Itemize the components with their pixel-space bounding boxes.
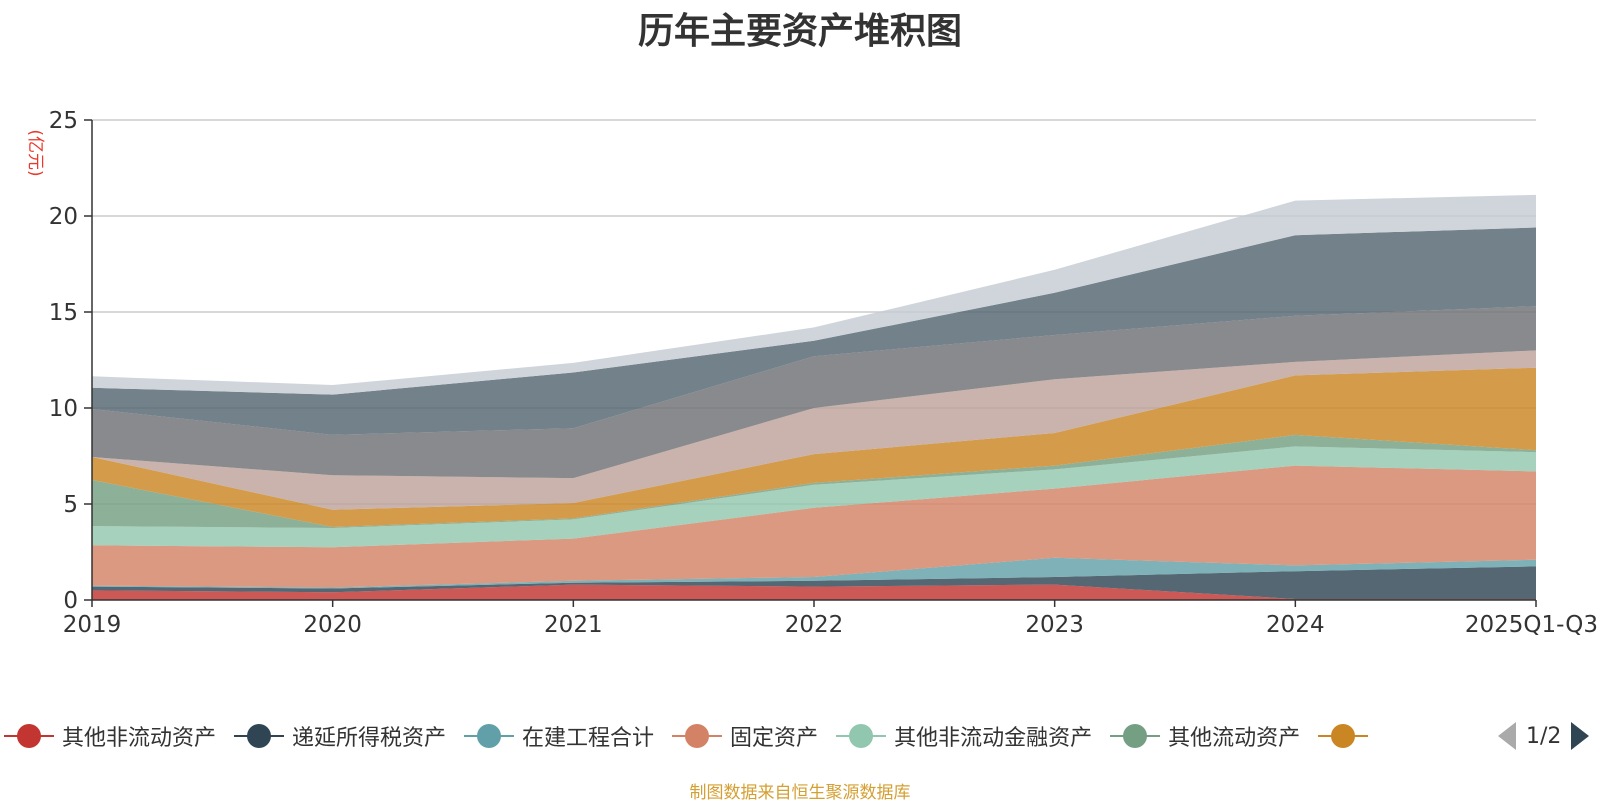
legend-swatch-icon — [672, 724, 723, 748]
y-tick-label: 10 — [49, 396, 78, 422]
legend-swatch-icon — [836, 724, 887, 748]
y-axis-unit-label: (亿元) — [25, 129, 45, 176]
legend-item[interactable] — [1318, 724, 1369, 748]
area-series-9[interactable] — [92, 227, 1536, 435]
y-tick-label: 25 — [49, 108, 78, 134]
area-series-1[interactable] — [92, 566, 1536, 599]
area-series-0[interactable] — [92, 584, 1536, 600]
y-tick-label: 15 — [49, 300, 78, 326]
legend-swatch-icon — [464, 724, 515, 748]
area-series-7[interactable] — [92, 350, 1536, 510]
chart-title: 历年主要资产堆积图 — [637, 11, 962, 52]
legend: 其他非流动资产 递延所得税资产 在建工程合计 固定资产 其他非流动金融资产 其他流动资产 — [0, 716, 1600, 756]
legend-pager: 1/2 — [1498, 716, 1590, 756]
x-tick-label: 2025Q1-Q3 — [1465, 612, 1598, 638]
area-series-2[interactable] — [92, 557, 1536, 589]
area-series — [92, 194, 1536, 600]
legend-item[interactable]: 递延所得税资产 — [234, 720, 446, 752]
axes: 0 5 10 15 20 25 2019 2020 2021 2022 2023 2024 2025Q1… — [49, 108, 1598, 638]
x-tick-label: 2024 — [1266, 612, 1325, 638]
area-series-3[interactable] — [92, 465, 1536, 588]
x-tick-label: 2023 — [1025, 612, 1084, 638]
legend-item[interactable]: 在建工程合计 — [464, 720, 654, 752]
legend-prev-page-icon[interactable] — [1498, 722, 1516, 750]
x-tick-label: 2020 — [303, 612, 362, 638]
legend-swatch-icon — [234, 724, 285, 748]
area-series-10[interactable] — [92, 194, 1536, 395]
legend-label: 在建工程合计 — [522, 726, 655, 751]
legend-page-indicator: 1/2 — [1526, 723, 1562, 749]
legend-label: 其他非流动资产 — [62, 726, 217, 751]
y-tick-label: 20 — [49, 204, 78, 230]
legend-next-page-icon[interactable] — [1571, 722, 1590, 750]
legend-label: 其他非流动金融资产 — [894, 726, 1093, 751]
area-series-6[interactable] — [92, 367, 1536, 527]
x-tick-label: 2021 — [544, 612, 603, 638]
stacked-area-chart: 0 5 10 15 20 25 2019 2020 2021 2022 2023 2024 2025Q1… — [25, 108, 1598, 638]
area-series-8[interactable] — [92, 306, 1536, 479]
legend-swatch-icon — [1318, 724, 1369, 748]
x-tick-label: 2019 — [63, 612, 122, 638]
legend-item[interactable]: 其他非流动资产 — [4, 720, 216, 752]
legend-label: 固定资产 — [730, 726, 819, 751]
x-tick-label: 2022 — [785, 612, 844, 638]
legend-item[interactable]: 固定资产 — [672, 720, 818, 752]
legend-label: 递延所得税资产 — [292, 726, 447, 751]
legend-swatch-icon — [4, 724, 54, 748]
legend-swatch-icon — [1110, 724, 1161, 748]
legend-item[interactable]: 其他流动资产 — [1110, 720, 1300, 752]
y-tick-label: 5 — [63, 492, 78, 518]
area-series-5[interactable] — [92, 434, 1536, 528]
area-series-4[interactable] — [92, 446, 1536, 548]
legend-label: 其他流动资产 — [1168, 726, 1301, 751]
legend-item[interactable]: 其他非流动金融资产 — [836, 720, 1092, 752]
y-tick-label: 0 — [63, 588, 78, 614]
source-note: 制图数据来自恒生聚源数据库 — [689, 783, 911, 803]
